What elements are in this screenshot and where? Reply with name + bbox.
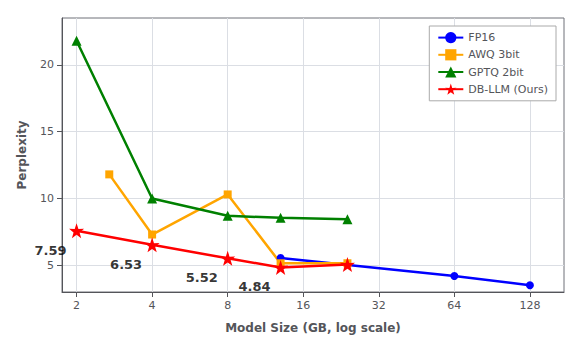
svg-text:DB-LLM (Ours): DB-LLM (Ours) bbox=[468, 83, 548, 96]
svg-text:FP16: FP16 bbox=[468, 31, 495, 44]
svg-text:32: 32 bbox=[372, 299, 386, 312]
svg-text:GPTQ 2bit: GPTQ 2bit bbox=[468, 66, 524, 79]
svg-text:4.84: 4.84 bbox=[239, 279, 271, 294]
svg-text:7.59: 7.59 bbox=[35, 243, 67, 258]
svg-text:15: 15 bbox=[40, 125, 54, 138]
svg-text:2: 2 bbox=[73, 299, 80, 312]
svg-text:64: 64 bbox=[447, 299, 461, 312]
svg-text:10: 10 bbox=[40, 192, 54, 205]
svg-text:5: 5 bbox=[47, 259, 54, 272]
svg-text:128: 128 bbox=[519, 299, 540, 312]
svg-text:AWQ 3bit: AWQ 3bit bbox=[468, 48, 520, 61]
svg-text:8: 8 bbox=[224, 299, 231, 312]
svg-text:5.52: 5.52 bbox=[186, 270, 218, 285]
svg-text:4: 4 bbox=[149, 299, 156, 312]
svg-text:Perplexity: Perplexity bbox=[15, 120, 29, 189]
svg-text:Model Size (GB, log scale): Model Size (GB, log scale) bbox=[225, 321, 401, 335]
svg-text:20: 20 bbox=[40, 58, 54, 71]
svg-text:6.53: 6.53 bbox=[110, 257, 142, 272]
svg-text:16: 16 bbox=[296, 299, 310, 312]
